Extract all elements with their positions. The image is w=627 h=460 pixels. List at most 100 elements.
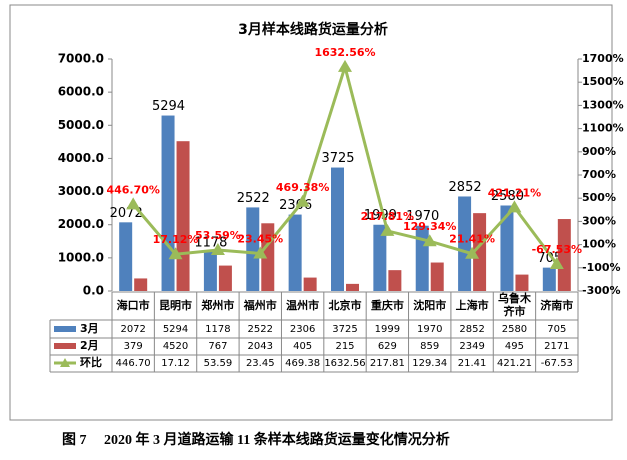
data-label: 217.81% bbox=[361, 210, 414, 223]
line-marker bbox=[380, 223, 395, 236]
table-cell: 53.59 bbox=[204, 358, 233, 369]
y2-tick-label: 500% bbox=[582, 191, 616, 204]
y-tick-label: 4000.0 bbox=[58, 151, 104, 165]
table-cell: 1999 bbox=[375, 324, 400, 335]
bar bbox=[303, 277, 317, 291]
table-cell: 2580 bbox=[502, 324, 527, 335]
line-marker bbox=[295, 194, 310, 207]
table-cell: 1970 bbox=[417, 324, 442, 335]
table-cell: 629 bbox=[378, 341, 397, 352]
y2-tick-label: 900% bbox=[582, 145, 616, 158]
data-label: 1999 bbox=[364, 208, 397, 223]
bar bbox=[119, 222, 133, 291]
x-tick-label: 乌鲁木齐市 bbox=[498, 291, 532, 318]
bar bbox=[557, 219, 571, 291]
table-cell: -67.53 bbox=[541, 358, 573, 369]
table-cell: 2171 bbox=[544, 341, 569, 352]
bar bbox=[134, 278, 148, 291]
bar bbox=[176, 141, 190, 291]
line-marker bbox=[338, 59, 352, 72]
x-tick-label: 温州市 bbox=[286, 298, 319, 312]
legend-label: 3月 bbox=[80, 322, 99, 335]
line-marker bbox=[507, 200, 522, 213]
data-label: 2072 bbox=[110, 206, 143, 221]
x-tick-label: 福州市 bbox=[243, 298, 277, 312]
table-cell: 446.70 bbox=[116, 358, 151, 369]
bar bbox=[473, 213, 487, 291]
x-tick-label: 上海市 bbox=[456, 298, 489, 312]
y-tick-label: 1000.0 bbox=[58, 250, 104, 264]
x-tick-label: 北京市 bbox=[329, 298, 362, 312]
y2-tick-label: 1300% bbox=[582, 98, 624, 111]
legend-key bbox=[54, 343, 76, 349]
bar bbox=[288, 214, 302, 291]
data-label: 129.34% bbox=[403, 220, 456, 233]
y2-tick-label: 1500% bbox=[582, 75, 624, 88]
table-cell: 21.41 bbox=[458, 358, 487, 369]
data-label: 1632.56% bbox=[314, 46, 375, 59]
y2-tick-label: -300% bbox=[582, 284, 621, 297]
table-cell: 767 bbox=[208, 341, 227, 352]
table-cell: 2306 bbox=[290, 324, 315, 335]
table-cell: 2522 bbox=[248, 324, 273, 335]
table-cell: 3725 bbox=[332, 324, 357, 335]
bar bbox=[388, 270, 402, 291]
bar bbox=[331, 167, 344, 291]
data-label: 2852 bbox=[449, 180, 482, 195]
table-cell: 2349 bbox=[459, 341, 484, 352]
table-cell: 405 bbox=[293, 341, 312, 352]
table-cell: 1178 bbox=[205, 324, 230, 335]
line-marker bbox=[549, 257, 564, 270]
bar bbox=[203, 251, 217, 291]
table-cell: 421.21 bbox=[497, 358, 532, 369]
y2-tick-label: 300% bbox=[582, 214, 616, 227]
table-cell: 2072 bbox=[120, 324, 145, 335]
line-marker bbox=[465, 246, 480, 259]
data-label: 421.21% bbox=[488, 186, 541, 199]
legend-label: 环比 bbox=[80, 355, 102, 369]
y-tick-label: 5000.0 bbox=[58, 118, 104, 132]
table-cell: 859 bbox=[420, 341, 439, 352]
table-cell: 379 bbox=[124, 341, 143, 352]
data-label: 469.38% bbox=[276, 181, 329, 194]
bar bbox=[415, 225, 429, 291]
chart-title: 3月样本线路货运量分析 bbox=[238, 21, 388, 38]
table-cell: 2852 bbox=[459, 324, 484, 335]
line-marker bbox=[126, 197, 141, 210]
table-cell: 705 bbox=[547, 324, 566, 335]
y-tick-label: 7000.0 bbox=[58, 52, 104, 66]
x-tick-label: 重庆市 bbox=[371, 298, 404, 312]
y2-tick-label: 100% bbox=[582, 238, 616, 251]
bar bbox=[246, 207, 260, 291]
line-marker bbox=[210, 242, 225, 255]
x-tick-label: 济南市 bbox=[540, 298, 573, 312]
data-label: 21.41% bbox=[449, 233, 495, 246]
legend-label: 2月 bbox=[80, 339, 99, 352]
table-cell: 217.81 bbox=[370, 358, 405, 369]
y-tick-label: 0.0 bbox=[83, 284, 104, 298]
table-cell: 1632.56 bbox=[324, 358, 365, 369]
data-label: 5294 bbox=[152, 99, 185, 114]
line-marker bbox=[422, 234, 437, 247]
table-cell: 495 bbox=[505, 341, 524, 352]
table-cell: 5294 bbox=[163, 324, 188, 335]
bar bbox=[430, 262, 444, 291]
data-label: 1970 bbox=[406, 209, 439, 224]
line-marker bbox=[253, 246, 268, 259]
data-label: 2522 bbox=[237, 191, 270, 206]
bar bbox=[218, 265, 232, 291]
data-label: 3725 bbox=[321, 151, 354, 166]
y2-tick-label: 700% bbox=[582, 168, 616, 181]
data-label: 17.12% bbox=[153, 233, 199, 246]
table-cell: 23.45 bbox=[246, 358, 275, 369]
bar bbox=[515, 274, 529, 291]
bar bbox=[161, 115, 175, 291]
bar bbox=[346, 283, 359, 291]
bar bbox=[542, 267, 556, 291]
table-cell: 4520 bbox=[163, 341, 188, 352]
x-tick-label: 沈阳市 bbox=[413, 298, 446, 312]
legend-key bbox=[54, 326, 76, 332]
table-cell: 17.12 bbox=[161, 358, 190, 369]
y2-tick-label: -100% bbox=[582, 261, 621, 274]
